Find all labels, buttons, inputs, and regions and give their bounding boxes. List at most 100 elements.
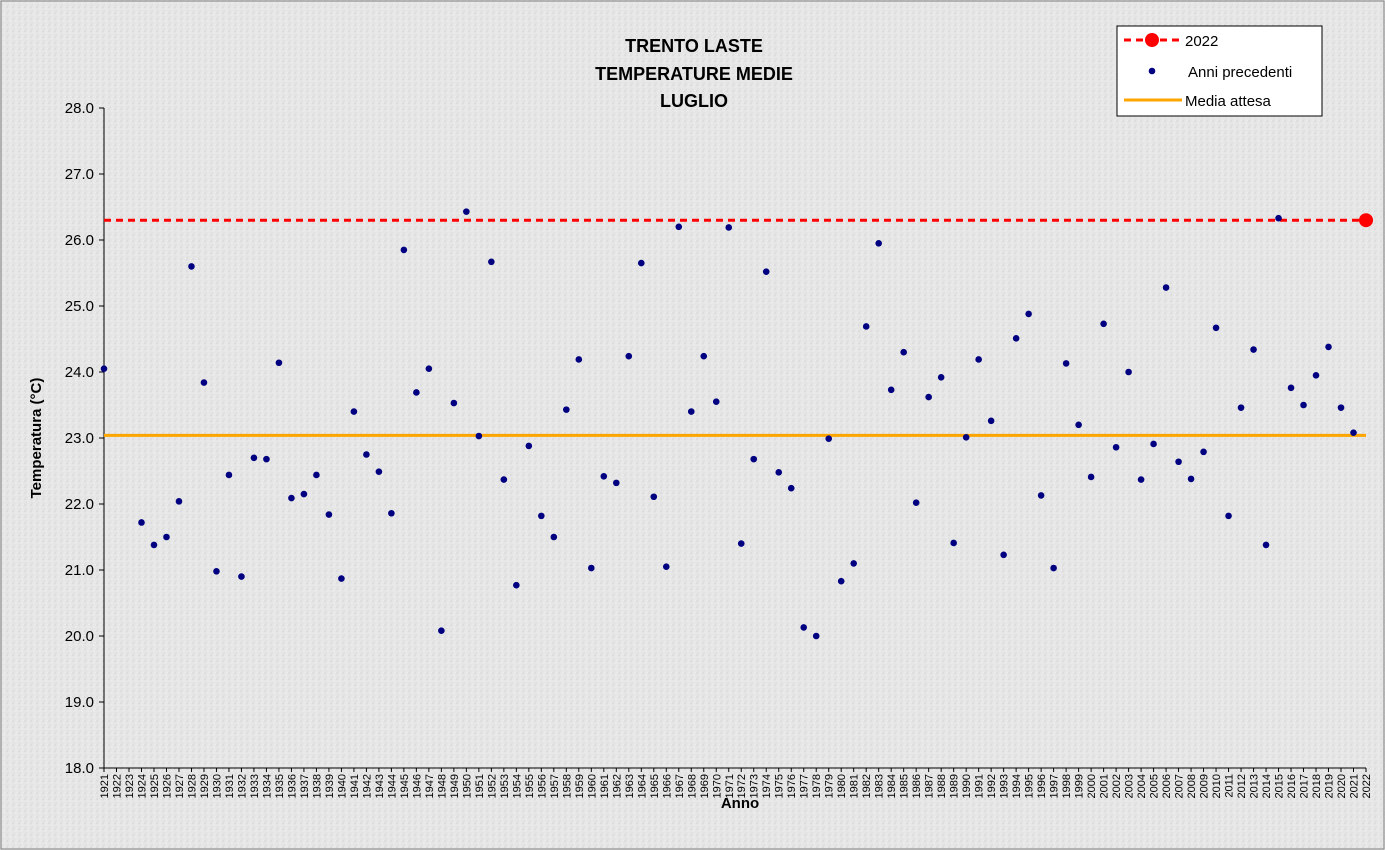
x-tick-label: 1975 [774, 774, 786, 798]
x-tick-label: 2016 [1286, 774, 1298, 798]
y-tick-label: 18.0 [65, 760, 94, 777]
x-tick-label: 1952 [486, 774, 498, 798]
x-tick-label: 1949 [449, 774, 461, 798]
point-previous-year [1100, 320, 1107, 328]
point-previous-year [887, 386, 895, 394]
x-tick-label: 1964 [636, 774, 648, 798]
chart-title-line-2: TEMPERATURE MEDIE [595, 64, 793, 84]
point-previous-year [263, 455, 270, 463]
x-tick-label: 2017 [1299, 774, 1311, 798]
x-tick-label: 1953 [499, 774, 511, 798]
point-previous-year [1087, 473, 1095, 481]
x-tick-label: 2006 [1161, 774, 1173, 798]
x-tick-label: 2014 [1261, 774, 1273, 798]
x-tick-label: 1963 [624, 774, 636, 798]
x-tick-label: 2000 [1086, 774, 1098, 798]
point-previous-year [238, 573, 245, 580]
x-tick-label: 1993 [999, 774, 1011, 798]
point-previous-year [687, 408, 695, 415]
x-tick-label: 1924 [136, 774, 148, 798]
chart-title-line-3: LUGLIO [660, 91, 728, 111]
point-previous-year [525, 442, 533, 450]
point-previous-year [213, 568, 220, 575]
x-tick-label: 1939 [324, 774, 336, 798]
x-tick-label: 1936 [286, 774, 298, 798]
point-previous-year [188, 263, 195, 270]
x-tick-label: 1991 [974, 774, 986, 798]
x-tick-label: 1994 [1011, 774, 1023, 798]
point-previous-year [625, 352, 633, 360]
point-previous-year [1325, 343, 1332, 351]
x-tick-label: 1921 [99, 774, 111, 798]
point-previous-year [637, 259, 645, 267]
point-previous-year [175, 498, 183, 505]
point-previous-year [1000, 551, 1007, 559]
x-tick-label: 2009 [1199, 774, 1211, 798]
point-previous-year [712, 398, 720, 406]
point-previous-year [950, 539, 957, 547]
x-tick-label: 1971 [724, 774, 736, 798]
x-tick-label: 1982 [861, 774, 873, 798]
x-tick-label: 1928 [186, 774, 198, 798]
series-layer [100, 208, 1373, 640]
x-tick-label: 1927 [174, 774, 186, 798]
x-tick-label: 1996 [1036, 774, 1048, 798]
point-previous-year [563, 406, 570, 413]
x-tick-label: 1926 [161, 774, 173, 798]
y-tick-label: 25.0 [65, 298, 94, 315]
point-previous-year [413, 389, 420, 396]
x-tick-label: 1922 [111, 774, 123, 798]
x-tick-label: 1986 [911, 774, 923, 798]
x-tick-label: 1954 [511, 774, 523, 798]
point-previous-year [787, 484, 795, 492]
x-tick-label: 2002 [1111, 774, 1123, 798]
x-tick-label: 1932 [236, 774, 248, 798]
point-previous-year [1200, 448, 1207, 456]
point-previous-year [1312, 372, 1320, 379]
x-tick-label: 1929 [199, 774, 211, 798]
x-tick-label: 1923 [124, 774, 136, 798]
point-previous-year [488, 258, 495, 266]
x-tick-label: 1947 [424, 774, 436, 798]
point-previous-year [662, 563, 670, 570]
x-tick-label: 1998 [1061, 774, 1073, 798]
legend: 2022 Anni precedenti Media attesa [1116, 25, 1323, 117]
x-tick-label: 1988 [936, 774, 948, 798]
x-tick-label: 1955 [524, 774, 536, 798]
point-previous-year [862, 323, 870, 330]
x-tick-label: 1944 [386, 774, 398, 798]
x-tick-label: 1942 [361, 774, 373, 798]
point-previous-year [1137, 476, 1145, 483]
point-previous-year [1187, 475, 1195, 483]
point-previous-year [650, 493, 658, 501]
y-ticks: 18.0 19.0 20.0 21.0 22.0 23.0 24.0 25.0 26.0 27.0… [65, 100, 104, 777]
point-previous-year [1175, 458, 1182, 466]
y-tick-label: 28.0 [65, 100, 94, 117]
point-previous-year [1212, 324, 1220, 332]
x-tick-label: 2005 [1149, 774, 1161, 798]
point-previous-year [1262, 541, 1270, 549]
point-previous-year [300, 490, 308, 498]
point-previous-year [350, 408, 358, 415]
x-tick-label: 2019 [1324, 774, 1336, 798]
point-previous-year [675, 223, 683, 231]
x-tick-label: 1980 [836, 774, 848, 798]
x-tick-label: 1967 [674, 774, 686, 798]
point-previous-year [700, 352, 708, 360]
x-tick-label: 1931 [224, 774, 236, 798]
point-previous-year [1037, 492, 1045, 499]
x-tick-label: 1968 [686, 774, 698, 798]
x-tick-label: 1979 [824, 774, 836, 798]
point-previous-year [1075, 421, 1082, 429]
point-previous-year [313, 471, 320, 479]
point-previous-year [150, 541, 158, 549]
x-tick-label: 1970 [711, 774, 723, 798]
point-previous-year [288, 494, 295, 502]
point-previous-year [225, 471, 233, 479]
x-tick-label: 1984 [886, 774, 898, 798]
point-previous-year [325, 511, 333, 518]
x-tick-label: 1951 [474, 774, 486, 798]
point-previous-year [912, 499, 920, 506]
